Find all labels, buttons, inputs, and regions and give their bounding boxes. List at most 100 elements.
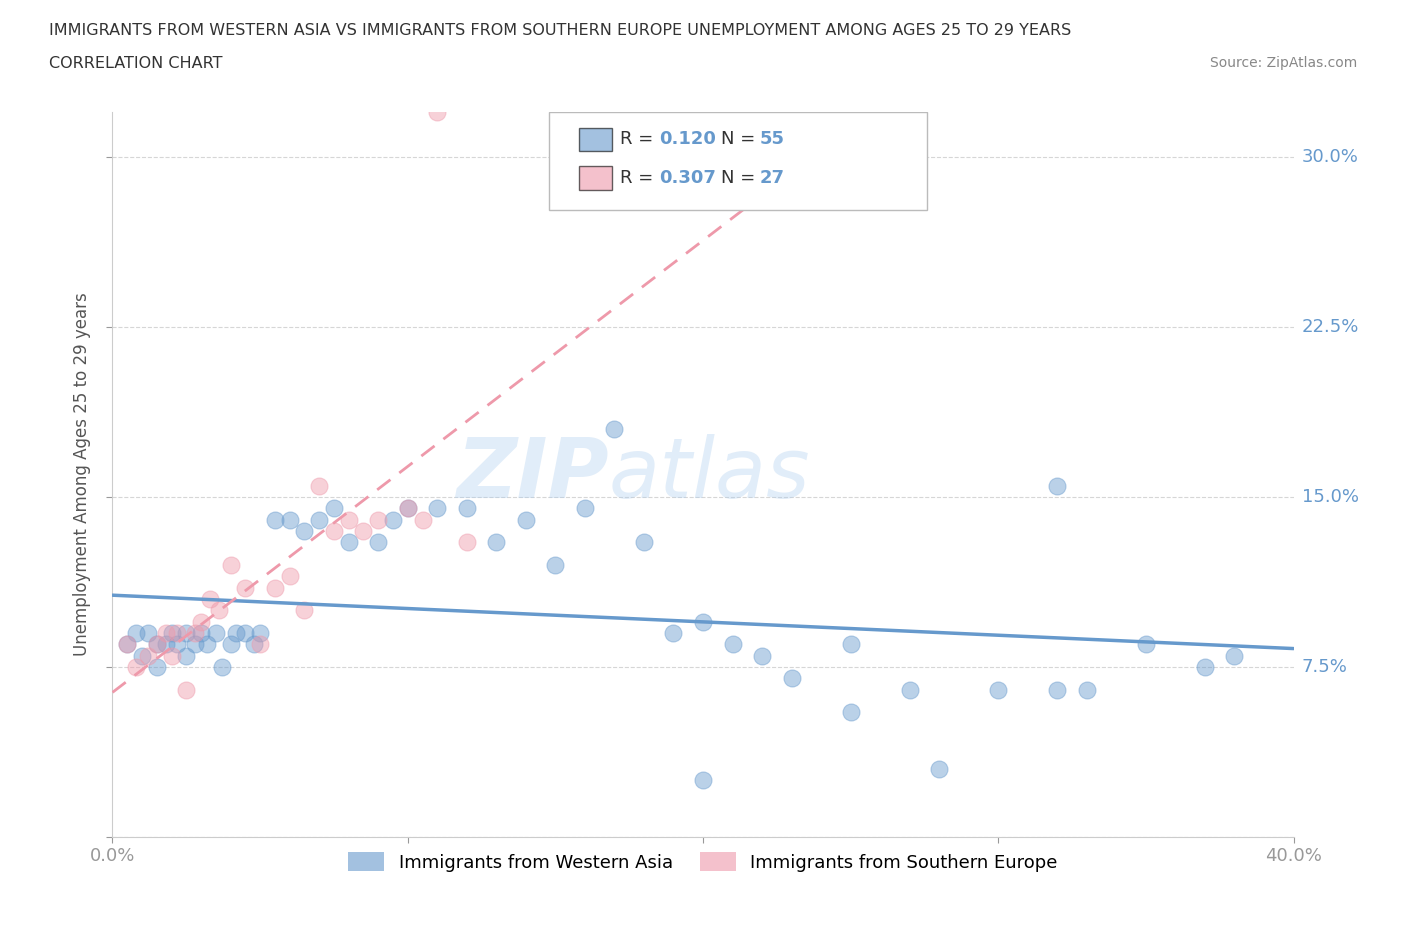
Point xyxy=(352,524,374,538)
Point xyxy=(1223,648,1246,663)
Point xyxy=(692,773,714,788)
Point xyxy=(278,569,301,584)
Point xyxy=(184,637,207,652)
Point xyxy=(323,524,346,538)
Point xyxy=(166,626,188,641)
Point xyxy=(1046,478,1069,493)
FancyBboxPatch shape xyxy=(550,112,928,209)
Point xyxy=(136,648,159,663)
Point xyxy=(184,626,207,641)
FancyBboxPatch shape xyxy=(579,127,612,152)
Point xyxy=(308,512,330,527)
Point xyxy=(396,501,419,516)
Point xyxy=(125,626,148,641)
Text: CORRELATION CHART: CORRELATION CHART xyxy=(49,56,222,71)
Point xyxy=(146,659,169,674)
Point xyxy=(205,626,228,641)
Point xyxy=(751,648,773,663)
Point xyxy=(160,626,183,641)
Text: ZIP: ZIP xyxy=(456,433,609,515)
Y-axis label: Unemployment Among Ages 25 to 29 years: Unemployment Among Ages 25 to 29 years xyxy=(73,292,91,657)
Point xyxy=(117,637,138,652)
Point xyxy=(155,626,177,641)
Point xyxy=(1046,683,1069,698)
Point xyxy=(396,501,419,516)
Text: N =: N = xyxy=(721,168,761,187)
Text: R =: R = xyxy=(620,168,659,187)
Point xyxy=(367,535,389,550)
Point xyxy=(839,705,862,720)
Point xyxy=(515,512,537,527)
Point xyxy=(1194,659,1216,674)
Point xyxy=(337,535,360,550)
Point xyxy=(208,603,231,618)
Point xyxy=(211,659,233,674)
Point xyxy=(219,558,242,573)
Point xyxy=(243,637,266,652)
Point xyxy=(928,762,950,777)
Point xyxy=(219,637,242,652)
Point xyxy=(125,659,148,674)
Point xyxy=(780,671,803,685)
Text: 0.307: 0.307 xyxy=(659,168,716,187)
Point xyxy=(574,501,596,516)
Point xyxy=(117,637,138,652)
Text: IMMIGRANTS FROM WESTERN ASIA VS IMMIGRANTS FROM SOUTHERN EUROPE UNEMPLOYMENT AMO: IMMIGRANTS FROM WESTERN ASIA VS IMMIGRAN… xyxy=(49,23,1071,38)
Legend: Immigrants from Western Asia, Immigrants from Southern Europe: Immigrants from Western Asia, Immigrants… xyxy=(340,845,1066,879)
Text: 22.5%: 22.5% xyxy=(1302,318,1360,336)
Point xyxy=(264,580,287,595)
Point xyxy=(190,614,212,629)
Text: 15.0%: 15.0% xyxy=(1302,488,1358,506)
Point xyxy=(146,637,169,652)
Point xyxy=(195,637,218,652)
Point xyxy=(1135,637,1157,652)
Point xyxy=(174,626,197,641)
Point xyxy=(426,104,449,119)
Point xyxy=(174,648,197,663)
Point xyxy=(987,683,1010,698)
Point xyxy=(249,626,271,641)
Point xyxy=(292,603,315,618)
Point xyxy=(292,524,315,538)
Text: N =: N = xyxy=(721,130,761,148)
Point xyxy=(603,421,626,436)
Point xyxy=(190,626,212,641)
Point xyxy=(337,512,360,527)
Point xyxy=(278,512,301,527)
Point xyxy=(225,626,247,641)
Point xyxy=(233,580,256,595)
Point xyxy=(456,501,478,516)
Point xyxy=(633,535,655,550)
Point xyxy=(721,637,744,652)
Point xyxy=(146,637,169,652)
Point xyxy=(692,614,714,629)
Text: 30.0%: 30.0% xyxy=(1302,148,1358,166)
Point xyxy=(155,637,177,652)
Point xyxy=(411,512,433,527)
Point xyxy=(544,558,567,573)
Point xyxy=(308,478,330,493)
Text: 7.5%: 7.5% xyxy=(1302,658,1348,676)
Point xyxy=(136,626,159,641)
Point xyxy=(249,637,271,652)
Text: R =: R = xyxy=(620,130,659,148)
Point xyxy=(166,637,188,652)
Point xyxy=(1076,683,1098,698)
Point xyxy=(839,637,862,652)
Text: 55: 55 xyxy=(759,130,785,148)
Point xyxy=(662,626,685,641)
Point xyxy=(233,626,256,641)
Point xyxy=(174,683,197,698)
Point xyxy=(367,512,389,527)
Point xyxy=(898,683,921,698)
Text: Source: ZipAtlas.com: Source: ZipAtlas.com xyxy=(1209,56,1357,70)
FancyBboxPatch shape xyxy=(579,166,612,190)
Point xyxy=(198,591,221,606)
Text: 0.120: 0.120 xyxy=(659,130,716,148)
Point xyxy=(323,501,346,516)
Text: atlas: atlas xyxy=(609,433,810,515)
Point xyxy=(456,535,478,550)
Point xyxy=(485,535,508,550)
Point xyxy=(426,501,449,516)
Point xyxy=(264,512,287,527)
